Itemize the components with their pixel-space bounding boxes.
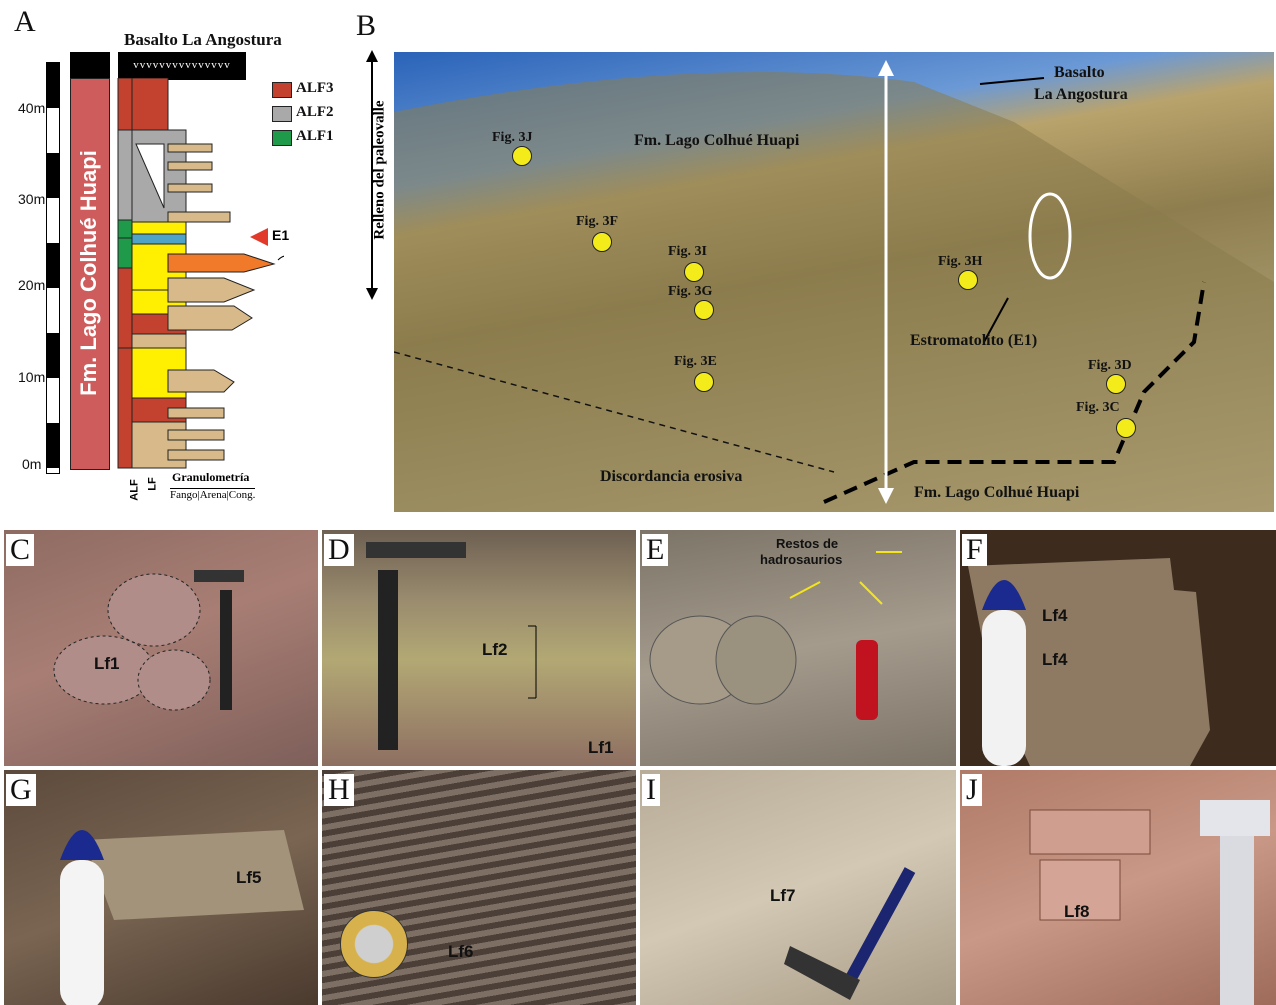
basalt-label-line2: La Angostura [1034, 86, 1128, 103]
fig-dot-3g[interactable] [694, 300, 714, 320]
panel-letter-c: C [6, 534, 35, 566]
panel-i-label: Lf7 [770, 886, 796, 905]
panel-letter-j: J [962, 774, 982, 806]
legend-swatch-alf1 [272, 130, 292, 146]
fig-dot-3h[interactable] [958, 270, 978, 290]
column-title: Basalto La Angostura [124, 30, 282, 49]
lf-label: LF [146, 477, 159, 491]
panel-g-label: Lf5 [236, 868, 262, 887]
basalt-cap [70, 52, 110, 78]
panel-letter-a: A [10, 6, 40, 38]
fig-dot-3d[interactable] [1106, 374, 1126, 394]
estromatolito-label: Estromatolito (E1) [910, 332, 1038, 349]
panel-letter-e: E [642, 534, 669, 566]
basalt-label-line1: Basalto [1054, 64, 1105, 81]
panel-c-label: Lf1 [94, 654, 120, 673]
fig-label-3i: Fig. 3I [668, 244, 707, 259]
fig-label-3h: Fig. 3H [938, 254, 983, 269]
panel-j-label: Lf8 [1064, 902, 1090, 921]
panel-h-photo: Lf6 [322, 770, 636, 1005]
panel-letter-d: D [324, 534, 354, 566]
y-tick-40: 40m [18, 100, 46, 116]
grain-size-label: Fango|Arena|Cong. [170, 488, 256, 501]
granulometria-label: Granulometría [172, 470, 250, 484]
relleno-arrow [366, 50, 378, 300]
scale-bar [46, 62, 60, 474]
basalt-top-block: vvvvvvvvvvvvvvv [118, 52, 246, 80]
legend-label-alf2: ALF2 [296, 104, 334, 120]
y-tick-20: 20m [18, 277, 46, 293]
panel-j-photo: Lf8 [960, 770, 1276, 1005]
fig-dot-3c[interactable] [1116, 418, 1136, 438]
fig-label-3j: Fig. 3J [492, 130, 533, 145]
panel-letter-i: I [642, 774, 660, 806]
panel-d-photo: Lf2 Lf1 [322, 530, 636, 766]
fig-label-3f: Fig. 3F [576, 214, 618, 229]
panel-i-photo: Lf7 [640, 770, 956, 1005]
legend-label-alf3: ALF3 [296, 80, 334, 96]
panel-e-photo: Restos de hadrosaurios [640, 530, 956, 766]
panel-letter-b: B [352, 10, 381, 42]
y-tick-0: 0m [22, 456, 42, 472]
formation-top-label: Fm. Lago Colhué Huapi [634, 132, 800, 149]
fig-label-3g: Fig. 3G [668, 284, 713, 299]
panel-f-label-a: Lf4 [1042, 606, 1068, 625]
coin [340, 910, 408, 978]
y-tick-10: 10m [18, 369, 46, 385]
panel-c-photo: Lf1 [4, 530, 318, 766]
formation-bottom-label: Fm. Lago Colhué Huapi [914, 484, 1080, 501]
fig-label-3e: Fig. 3E [674, 354, 717, 369]
e1-arrow [250, 228, 268, 246]
legend-swatch-alf2 [272, 106, 292, 122]
alf-label: ALF [128, 479, 141, 501]
panel-f-photo: Lf4 Lf4 [960, 530, 1276, 766]
panel-e-label-line2: hadrosaurios [760, 552, 843, 567]
panel-letter-f: F [962, 534, 987, 566]
panel-f-label-b: Lf4 [1042, 650, 1068, 669]
fig-dot-3e[interactable] [694, 372, 714, 392]
panel-letter-h: H [324, 774, 354, 806]
fig-dot-3j[interactable] [512, 146, 532, 166]
panel-h-label: Lf6 [448, 942, 474, 961]
formation-bar [70, 78, 110, 470]
fig-label-3d: Fig. 3D [1088, 358, 1132, 373]
formation-label: Fm. Lago Colhué Huapi [76, 150, 101, 396]
column-svg [117, 78, 284, 469]
e1-label: E1 [272, 227, 290, 243]
legend-swatch-alf3 [272, 82, 292, 98]
panel-e-label-line1: Restos de [776, 536, 839, 551]
panel-d-label-lf2: Lf2 [482, 640, 508, 659]
panel-g-photo: Lf5 [4, 770, 318, 1005]
panel-b-overlay [394, 60, 1274, 512]
panel-d-label-lf1: Lf1 [588, 738, 614, 757]
legend-label-alf1: ALF1 [296, 128, 334, 144]
panel-letter-g: G [6, 774, 36, 806]
y-tick-30: 30m [18, 191, 46, 207]
discordancia-label: Discordancia erosiva [600, 468, 743, 485]
fig-dot-3i[interactable] [684, 262, 704, 282]
fig-dot-3f[interactable] [592, 232, 612, 252]
fig-label-3c: Fig. 3C [1076, 400, 1120, 415]
relleno-label: Relleno del paleovalle [371, 100, 388, 240]
panel-b-photo: Fig. 3J Fig. 3F Fig. 3I Fig. 3G Fig. 3E … [394, 52, 1274, 512]
